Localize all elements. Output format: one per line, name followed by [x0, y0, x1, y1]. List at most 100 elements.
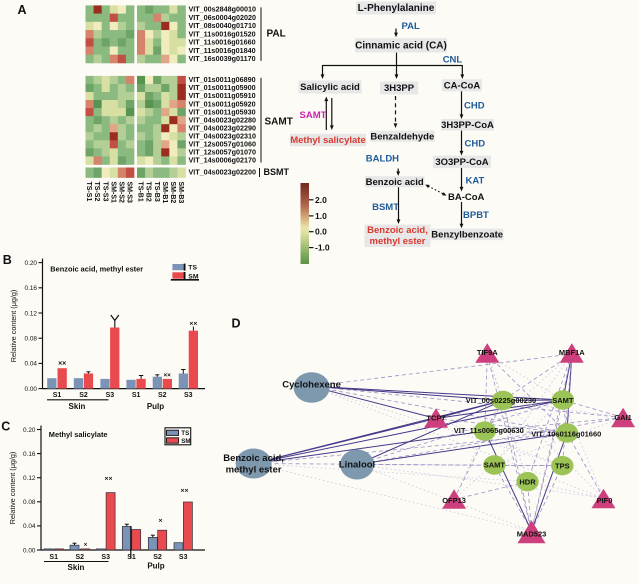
svg-text:S2: S2 — [153, 554, 162, 561]
svg-text:SM-B2: SM-B2 — [169, 182, 176, 204]
svg-text:S3: S3 — [184, 392, 193, 399]
svg-text:S1: S1 — [49, 554, 58, 561]
svg-text:SAMT: SAMT — [300, 110, 327, 121]
svg-text:VIT_11s0065g00630: VIT_11s0065g00630 — [454, 426, 524, 435]
svg-text:0.08: 0.08 — [25, 336, 38, 343]
svg-text:TS-S3: TS-S3 — [101, 182, 108, 202]
svg-text:CHD: CHD — [465, 139, 486, 150]
svg-text:0.00: 0.00 — [25, 386, 38, 393]
svg-text:××: ×× — [58, 361, 66, 368]
svg-text:SM-B1: SM-B1 — [161, 182, 168, 204]
svg-text:S2: S2 — [79, 392, 88, 399]
svg-text:S1: S1 — [132, 392, 141, 399]
svg-text:SM-S3: SM-S3 — [125, 182, 132, 204]
svg-text:TIF9A: TIF9A — [477, 348, 498, 357]
svg-text:CHD: CHD — [464, 101, 485, 112]
svg-text:0.08: 0.08 — [23, 499, 36, 506]
svg-text:C: C — [1, 420, 10, 434]
svg-text:Skin: Skin — [69, 402, 86, 411]
svg-text:S3: S3 — [106, 392, 115, 399]
svg-text:××: ×× — [163, 372, 171, 379]
svg-text:SM: SM — [181, 438, 190, 445]
svg-text:TS: TS — [188, 265, 197, 272]
svg-text:3H3PP: 3H3PP — [384, 83, 415, 94]
svg-text:TCP7: TCP7 — [426, 414, 445, 423]
svg-text:Cyclohexene: Cyclohexene — [282, 380, 341, 391]
svg-text:Linalool: Linalool — [339, 460, 375, 471]
svg-text:1.0: 1.0 — [315, 211, 327, 221]
svg-text:Relative content (μg/g): Relative content (μg/g) — [8, 452, 17, 524]
svg-text:Benzaldehyde: Benzaldehyde — [370, 131, 434, 142]
svg-text:SAMT: SAMT — [552, 396, 574, 405]
svg-text:0.0: 0.0 — [315, 227, 327, 237]
svg-text:××: ×× — [181, 488, 189, 495]
svg-text:SM-S2: SM-S2 — [117, 182, 124, 204]
svg-text:MAD523: MAD523 — [517, 530, 547, 539]
svg-text:A: A — [18, 3, 27, 17]
svg-text:VIT_00s0225g00230: VIT_00s0225g00230 — [466, 396, 536, 405]
svg-text:VIT_04s0023g02200: VIT_04s0023g02200 — [189, 167, 257, 176]
svg-text:S1: S1 — [127, 554, 136, 561]
svg-text:PIF0: PIF0 — [597, 496, 613, 505]
svg-text:0.04: 0.04 — [23, 523, 36, 530]
svg-text:Pulp: Pulp — [147, 562, 164, 571]
svg-text:TS-B1: TS-B1 — [137, 182, 144, 202]
svg-text:S3: S3 — [101, 554, 110, 561]
svg-text:HDR: HDR — [519, 478, 536, 487]
svg-text:MBF1A: MBF1A — [559, 348, 585, 357]
svg-text:Methyl salicylate: Methyl salicylate — [290, 135, 366, 146]
svg-text:S1: S1 — [53, 392, 62, 399]
svg-text:BALDH: BALDH — [366, 154, 399, 165]
svg-text:PAL: PAL — [402, 21, 420, 32]
svg-text:BSMT: BSMT — [264, 167, 290, 177]
svg-text:Salicylic acid: Salicylic acid — [300, 82, 360, 93]
svg-text:0.00: 0.00 — [23, 547, 36, 554]
svg-text:Skin: Skin — [68, 563, 85, 572]
svg-text:Benzoic acid,: Benzoic acid, — [223, 453, 284, 464]
svg-text:SM-S1: SM-S1 — [109, 182, 116, 204]
svg-text:×: × — [84, 543, 88, 549]
svg-text:methyl ester: methyl ester — [226, 465, 282, 476]
svg-text:TS-B3: TS-B3 — [153, 182, 160, 202]
svg-text:TS-S2: TS-S2 — [93, 182, 100, 202]
svg-text:Cinnamic acid (CA): Cinnamic acid (CA) — [355, 41, 447, 52]
svg-text:0.16: 0.16 — [25, 285, 38, 292]
svg-text:××: ×× — [189, 321, 197, 328]
svg-text:D: D — [232, 316, 241, 330]
svg-text:KAT: KAT — [466, 176, 485, 187]
svg-text:Methyl salicylate: Methyl salicylate — [49, 430, 108, 439]
svg-text:SAMT: SAMT — [265, 117, 293, 128]
svg-text:0.04: 0.04 — [25, 361, 38, 368]
svg-text:VIT_14s0006g02170: VIT_14s0006g02170 — [189, 156, 257, 165]
svg-text:CNL: CNL — [443, 54, 463, 65]
svg-text:×: × — [159, 518, 163, 525]
svg-text:OFP13: OFP13 — [442, 496, 466, 505]
svg-text:S2: S2 — [76, 554, 85, 561]
svg-text:S3: S3 — [179, 554, 188, 561]
svg-text:TS: TS — [181, 430, 189, 437]
svg-text:Benzoic acid,: Benzoic acid, — [367, 225, 428, 236]
svg-text:Pulp: Pulp — [147, 402, 164, 411]
svg-text:B: B — [3, 253, 12, 267]
svg-text:TPS: TPS — [555, 462, 570, 471]
svg-text:0.12: 0.12 — [23, 475, 36, 482]
svg-text:0.16: 0.16 — [23, 451, 36, 458]
svg-text:××: ×× — [105, 476, 113, 483]
svg-text:Benzoic acid: Benzoic acid — [366, 177, 424, 188]
svg-text:0.20: 0.20 — [23, 427, 36, 434]
svg-text:3O3PP-CoA: 3O3PP-CoA — [435, 157, 488, 168]
svg-text:SAMT: SAMT — [484, 461, 506, 470]
svg-text:BPBT: BPBT — [463, 210, 489, 221]
svg-text:Relative content (μg/g): Relative content (μg/g) — [9, 290, 18, 362]
svg-text:methyl ester: methyl ester — [370, 236, 426, 247]
svg-text:CA-CoA: CA-CoA — [444, 81, 481, 92]
svg-text:Benzylbenzoate: Benzylbenzoate — [431, 230, 503, 241]
svg-text:VIT_10s0116g01660: VIT_10s0116g01660 — [531, 430, 601, 439]
svg-text:GAI1: GAI1 — [614, 413, 632, 422]
svg-text:-1.0: -1.0 — [315, 243, 330, 253]
svg-text:VIT_16s0039g01170: VIT_16s0039g01170 — [189, 54, 256, 63]
svg-text:Benzoic acid, methyl ester: Benzoic acid, methyl ester — [50, 265, 143, 274]
svg-text:3H3PP-CoA: 3H3PP-CoA — [441, 120, 494, 131]
svg-text:PAL: PAL — [267, 29, 286, 40]
svg-text:S2: S2 — [158, 392, 167, 399]
